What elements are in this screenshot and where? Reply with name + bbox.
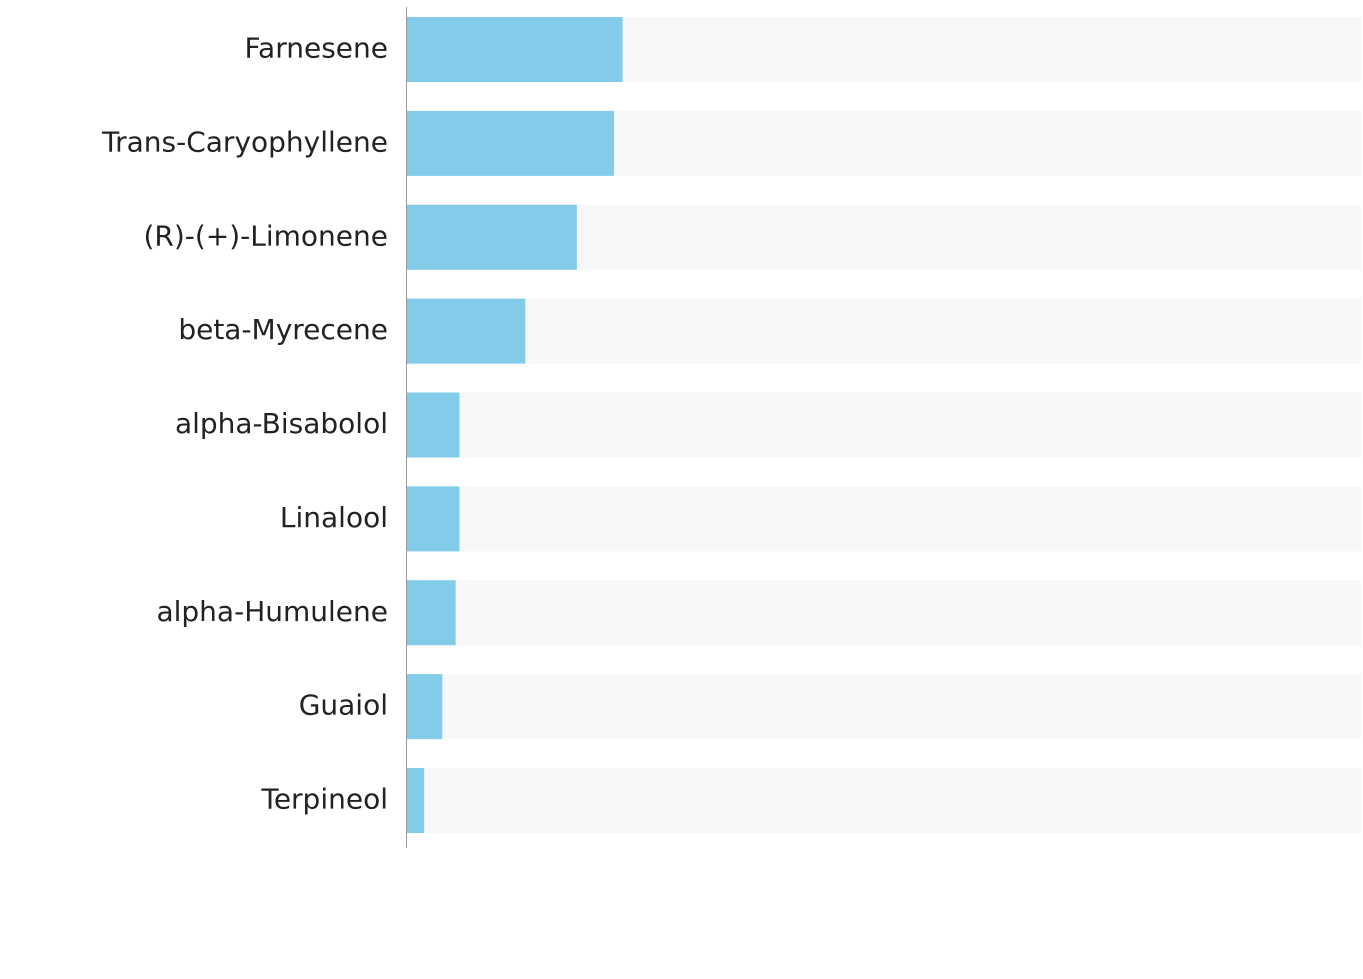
bar-track (407, 674, 1361, 740)
category-label: Linalool (280, 501, 388, 534)
bar-track (407, 768, 1361, 833)
bar (407, 17, 623, 82)
category-label: (R)-(+)-Limonene (143, 219, 388, 252)
category-label: alpha-Bisabolol (175, 407, 388, 440)
bar-track (407, 392, 1361, 458)
bar (407, 486, 460, 552)
bar-track (407, 486, 1361, 552)
category-label: Trans-Caryophyllene (101, 125, 388, 158)
bar (407, 580, 456, 646)
bar (407, 204, 577, 270)
bar-track (407, 580, 1361, 646)
category-label: Guaiol (299, 689, 388, 722)
category-label: Farnesene (245, 32, 388, 65)
category-label: Terpineol (260, 783, 388, 816)
bar-track (407, 298, 1361, 364)
bar (407, 110, 615, 176)
bar (407, 674, 443, 740)
category-label: alpha-Humulene (156, 595, 388, 628)
bar (407, 768, 425, 833)
bar (407, 298, 526, 364)
category-label: beta-Myrecene (178, 313, 388, 346)
bar (407, 392, 460, 458)
